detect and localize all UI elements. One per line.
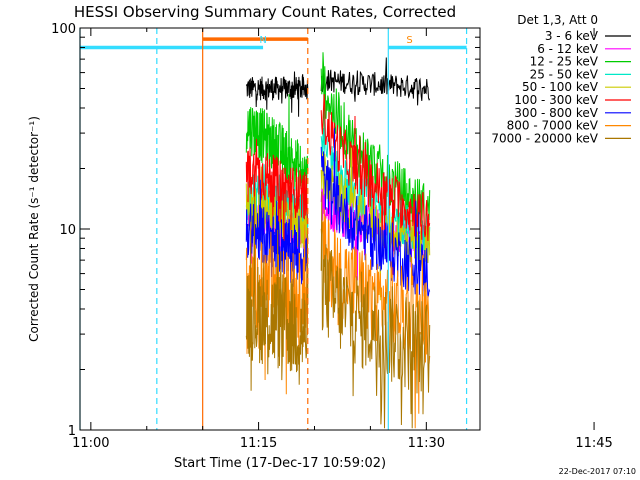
chart-title: HESSI Observing Summary Count Rates, Cor… [74,3,456,21]
series-line-300-800keV [245,179,309,319]
y-axis-label: Corrected Count Rate (s⁻¹ detector⁻¹) [27,116,41,342]
series-line-7000-20000keV [320,191,431,429]
legend-title: Det 1,3, Att 0 [517,13,598,27]
y-tick-label: 100 [51,22,76,37]
x-tick-label: 11:45 [575,436,612,451]
legend-label: 25 - 50 keV [530,67,599,81]
flag-annotation: N [259,35,266,46]
x-tick-label: 11:00 [72,436,109,451]
footer-date: 22-Dec-2017 07:10 [559,467,636,476]
x-axis-label: Start Time (17-Dec-17 10:59:02) [174,456,386,471]
series-line-12-25keV [245,94,309,208]
legend-label: 3 - 6 keV [545,29,599,43]
series-line-3-6keV [245,71,309,117]
x-tick-label: 11:15 [240,436,277,451]
legend-label: 800 - 7000 keV [507,119,599,133]
series-line-7000-20000keV [245,196,309,391]
legend-label: 12 - 25 keV [530,55,599,69]
legend-label: 300 - 800 keV [514,106,598,120]
legend-label: 100 - 300 keV [514,93,598,107]
y-tick-label: 10 [59,223,76,238]
legend-label: 50 - 100 keV [522,80,599,94]
series-line-100-300keV [320,94,431,276]
flag-annotation: S [406,35,412,46]
x-tick-label: 11:30 [408,436,445,451]
series-line-3-6keV [320,57,431,106]
y-tick-label: 1 [68,424,76,439]
legend-label: 6 - 12 keV [537,42,599,56]
legend-label: 7000 - 20000 keV [491,131,598,145]
